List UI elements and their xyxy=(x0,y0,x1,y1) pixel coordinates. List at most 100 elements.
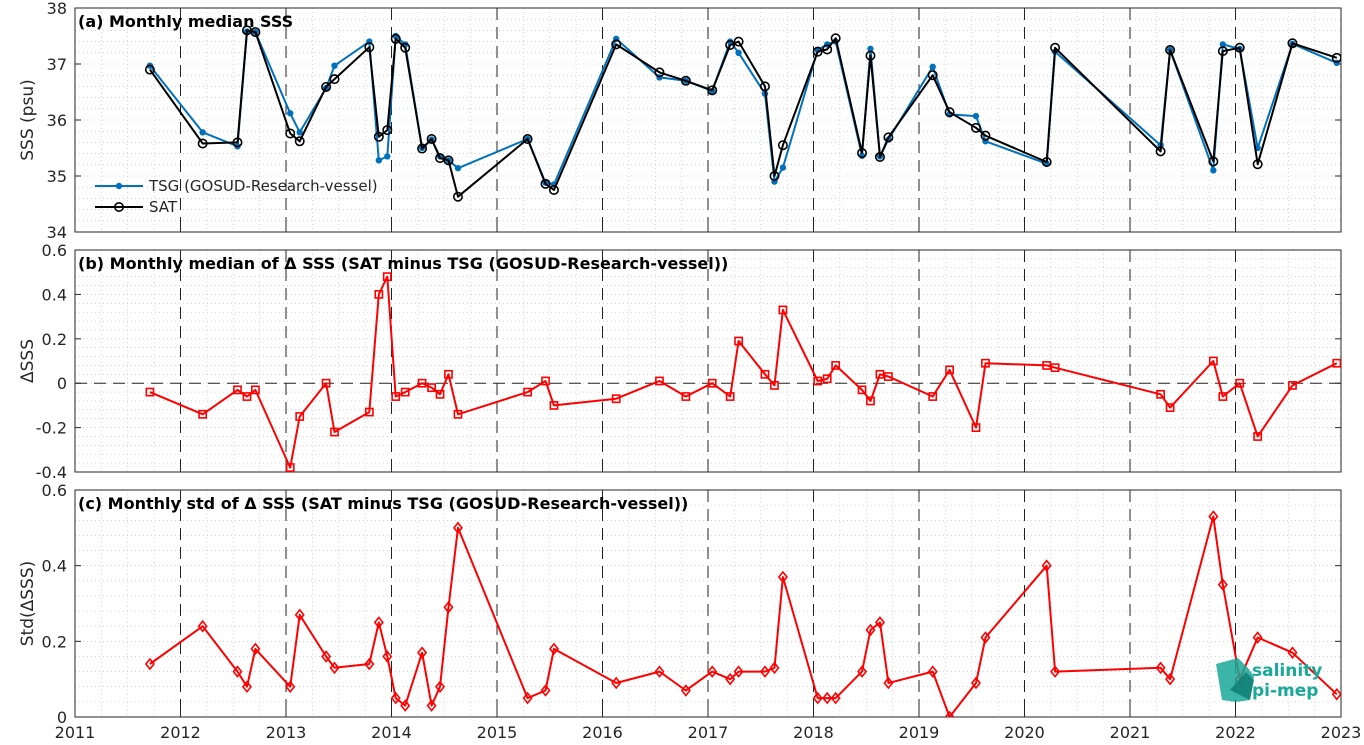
data-point xyxy=(329,661,340,675)
series-line xyxy=(149,29,1338,198)
data-point xyxy=(250,642,261,656)
data-point xyxy=(857,385,867,395)
data-point xyxy=(970,676,981,690)
y-tick-label: 0.4 xyxy=(42,285,67,304)
data-point xyxy=(725,672,736,686)
data-point xyxy=(883,132,894,143)
x-tick-label: 2022 xyxy=(1215,723,1256,742)
legend-marker xyxy=(114,202,125,213)
data-point xyxy=(197,138,208,149)
data-point xyxy=(321,378,331,388)
data-point xyxy=(769,661,780,675)
panel-a-sss: 34 35 36 37 38 SSS (psu) (a) Monthly median SS… xyxy=(18,0,1342,242)
panel-title: (a) Monthly median SSS xyxy=(78,12,293,31)
data-point xyxy=(453,409,463,419)
data-point xyxy=(970,122,981,133)
data-point xyxy=(232,137,243,148)
y-axis-label: ΔSSS xyxy=(18,339,38,383)
data-point xyxy=(812,46,823,57)
data-point xyxy=(373,131,384,142)
x-tick-label: 2018 xyxy=(793,723,834,742)
data-point xyxy=(733,665,744,678)
data-point xyxy=(250,27,261,38)
data-point xyxy=(364,42,375,53)
y-tick-label: 0.2 xyxy=(42,632,67,651)
data-point xyxy=(540,178,551,189)
data-point xyxy=(1165,672,1176,686)
data-point xyxy=(1210,167,1217,174)
data-point xyxy=(197,619,208,633)
x-tick-label: 2023 xyxy=(1321,723,1362,742)
data-point xyxy=(1041,157,1052,168)
x-tick-label: 2021 xyxy=(1110,723,1151,742)
data-point xyxy=(294,608,305,622)
data-point xyxy=(611,676,622,690)
data-point xyxy=(522,691,533,705)
data-point xyxy=(417,378,427,388)
data-point xyxy=(725,392,735,401)
data-point xyxy=(285,128,296,139)
data-point xyxy=(1042,361,1052,370)
y-tick-label: -0.4 xyxy=(36,463,67,482)
data-point xyxy=(145,387,155,397)
data-point xyxy=(1155,661,1166,675)
axes-frame xyxy=(74,249,1342,473)
data-point xyxy=(760,369,770,379)
data-point xyxy=(374,289,384,299)
data-point xyxy=(1288,381,1297,390)
data-point xyxy=(427,383,436,393)
data-point xyxy=(443,155,454,166)
y-tick-label: 0 xyxy=(57,374,67,393)
data-point xyxy=(321,650,332,663)
data-point xyxy=(1050,665,1061,678)
x-tick-label: 2015 xyxy=(477,723,518,742)
data-point xyxy=(778,305,788,315)
data-point xyxy=(549,400,559,410)
data-point xyxy=(980,130,991,141)
data-point xyxy=(707,378,717,388)
data-point xyxy=(426,699,437,712)
data-point xyxy=(884,372,893,381)
data-point xyxy=(680,684,691,697)
series-line xyxy=(149,515,1338,717)
data-point xyxy=(522,134,533,145)
data-point xyxy=(1165,44,1176,55)
data-point xyxy=(830,33,841,44)
data-point xyxy=(611,39,622,50)
y-tick-label: 35 xyxy=(47,167,67,186)
data-point xyxy=(866,396,875,406)
x-tick-label: 2014 xyxy=(371,723,412,742)
legend-marker xyxy=(115,182,123,190)
data-point xyxy=(944,107,955,118)
data-point xyxy=(681,392,691,401)
data-point xyxy=(971,423,981,432)
data-point xyxy=(655,376,664,386)
data-point xyxy=(373,616,384,629)
data-point xyxy=(1287,646,1298,659)
data-point xyxy=(232,665,243,678)
data-point xyxy=(928,392,938,401)
data-point xyxy=(945,365,954,375)
data-point xyxy=(144,64,155,75)
panel-title: (c) Monthly std of Δ SSS (SAT minus TSG … xyxy=(78,494,688,513)
y-tick-label: 0.6 xyxy=(42,241,67,260)
data-point xyxy=(654,665,665,678)
panel-c-std-delta-sss: 0 0.2 0.4 0.6 2011 2012 2013 2014 2015 2016 2017 20… xyxy=(18,481,1361,742)
data-point xyxy=(1235,378,1245,388)
data-point xyxy=(400,699,411,712)
data-point xyxy=(865,50,876,61)
data-point xyxy=(813,376,823,386)
data-point xyxy=(443,601,454,614)
series-line xyxy=(149,275,1338,469)
series-group xyxy=(144,25,1341,202)
data-point xyxy=(865,623,876,637)
data-point xyxy=(144,657,155,671)
data-point xyxy=(1041,559,1052,572)
data-point xyxy=(944,710,955,717)
data-point xyxy=(1287,38,1298,49)
data-point xyxy=(734,336,743,346)
data-point xyxy=(330,427,339,437)
data-point xyxy=(548,185,559,196)
data-point xyxy=(929,63,936,70)
data-point xyxy=(1331,52,1341,63)
